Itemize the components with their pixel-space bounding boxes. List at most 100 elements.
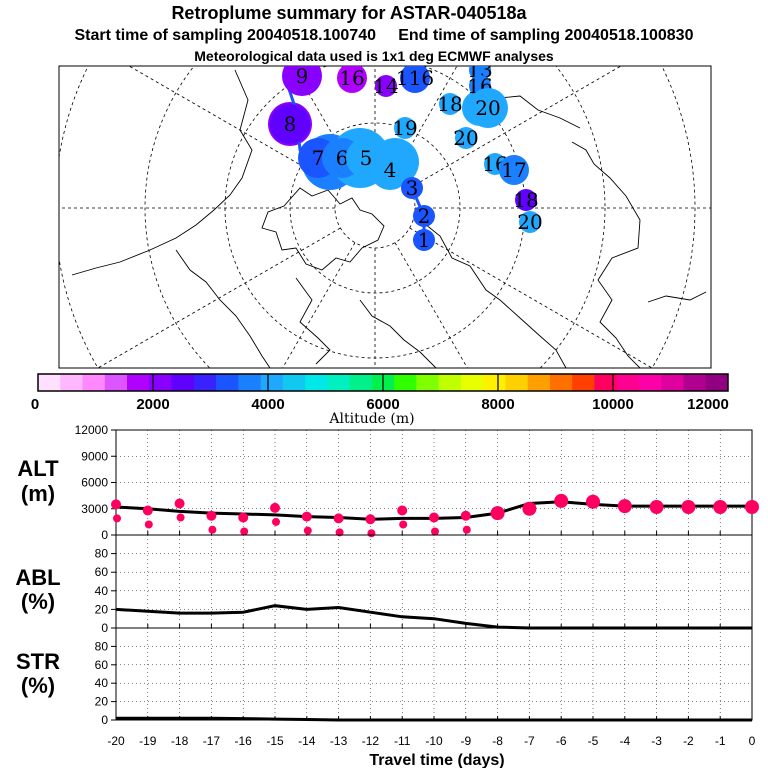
x-tick-label: -9 [460, 734, 471, 748]
y-tick-label: 0 [101, 621, 108, 635]
colorbar-swatch [238, 374, 262, 391]
x-tick-label: -20 [107, 734, 125, 748]
x-tick-label: -8 [492, 734, 503, 748]
alt-sample-dot [113, 514, 121, 523]
meridian-line [409, 66, 622, 189]
alt-sample-dot [429, 512, 439, 523]
colorbar-swatch [127, 374, 150, 391]
x-tick-label: 0 [749, 734, 756, 748]
plume-cluster-label: 20 [475, 96, 500, 120]
plume-cluster-dot [468, 88, 508, 128]
x-tick-label: -16 [235, 734, 253, 748]
y-tick-label: 9000 [81, 449, 108, 463]
plume-cluster-dot [455, 127, 477, 149]
abl-unit: (%) [21, 589, 55, 614]
x-tick-label: -17 [203, 734, 221, 748]
colorbar-swatch [171, 374, 195, 391]
plume-cluster-dot [499, 155, 529, 185]
colorbar-swatch [594, 374, 618, 391]
plume-cluster-dot [439, 93, 461, 115]
meridian-line [128, 66, 341, 189]
alt-sample-dot [176, 513, 185, 522]
colorbar-tick-label: 12000 [687, 396, 729, 413]
alt-sample-dot [365, 514, 376, 525]
plume-cluster-label: 116 [396, 66, 434, 90]
colorbar-label: Altitude (m) [328, 411, 414, 427]
plume-cluster-dot [400, 66, 430, 93]
x-tick-label: -14 [298, 734, 316, 748]
colorbar-swatch [394, 374, 417, 391]
colorbar-tick-label: 4000 [251, 396, 284, 413]
plume-cluster-label: 18 [513, 188, 538, 212]
alt-unit: (m) [21, 481, 55, 506]
colorbar-swatch [260, 374, 284, 391]
alt-sample-dot [301, 511, 312, 522]
colorbar-swatch [483, 374, 506, 391]
colorbar-swatch [416, 374, 440, 391]
plume-cluster-label: 20 [453, 126, 478, 150]
colorbar-swatch [505, 374, 529, 391]
plume-cluster-label: 4 [384, 158, 397, 182]
alt-sample-dot [335, 528, 344, 537]
plume-cluster-label: 1 [418, 228, 431, 252]
y-tick-label: 80 [95, 547, 109, 561]
colorbar-swatch [60, 374, 84, 391]
met-data-note: Meteorological data used is 1x1 deg ECMW… [194, 48, 554, 64]
plume-cluster-dot [401, 177, 423, 199]
plume-cluster-label: 17 [501, 158, 526, 182]
figure-title: Retroplume summary for ASTAR-040518a [171, 3, 527, 23]
y-tick-label: 40 [95, 676, 109, 690]
plume-cluster-label: 16 [339, 66, 364, 90]
plume-cluster-label: 8 [284, 112, 297, 136]
latitude-circle [144, 66, 606, 368]
alt-sample-dot [238, 512, 249, 523]
str-unit: (%) [21, 673, 55, 698]
colorbar-swatch [438, 374, 462, 391]
altitude-colorbar: 0 2000 4000 6000 8000 10000 12000 [31, 373, 729, 413]
plume-cluster-label: 6 [336, 146, 349, 170]
alt-sample-dot [272, 517, 280, 526]
plume-cluster-label: 19 [392, 116, 417, 140]
alt-sample-dot [745, 500, 759, 514]
plume-cluster-dot [413, 229, 435, 251]
plume-cluster-dot [282, 66, 322, 96]
alt-sample-dot [270, 502, 280, 513]
colorbar-swatch [327, 374, 351, 391]
x-tick-label: -19 [139, 734, 157, 748]
alt-sample-dot [142, 505, 153, 516]
x-tick-label: -10 [425, 734, 443, 748]
y-tick-label: 60 [95, 565, 109, 579]
plume-cluster-dot [413, 205, 435, 227]
plume-cluster-label: 7 [312, 146, 325, 170]
y-tick-label: 0 [101, 713, 108, 727]
alt-sample-dot [367, 529, 376, 538]
y-tick-label: 60 [95, 658, 109, 672]
alt-sample-dot [240, 527, 249, 536]
x-tick-label: -1 [715, 734, 726, 748]
colorbar-tick-label: 10000 [592, 396, 634, 413]
time-series-panels: 030006000900012000020406080020406080-20-… [75, 423, 759, 748]
y-tick-label: 80 [95, 639, 109, 653]
panel-labels: ALT (m) ABL (%) STR (%) [15, 456, 60, 698]
plume-cluster-dot [375, 75, 397, 97]
plume-cluster-label: 20 [517, 210, 542, 234]
colorbar-swatch [683, 374, 707, 391]
meridian-line [409, 227, 653, 368]
x-tick-label: -4 [619, 734, 630, 748]
plume-cluster-label: 3 [406, 176, 419, 200]
y-tick-label: 20 [95, 602, 109, 616]
colorbar-swatch [572, 374, 595, 391]
plume-cluster-label: 14 [373, 74, 398, 98]
colorbar-swatch [193, 374, 217, 391]
x-tick-label: -7 [524, 734, 535, 748]
alt-sample-dot [522, 501, 537, 516]
colorbar-swatch [104, 374, 128, 391]
alt-sample-dot [586, 494, 600, 509]
alt-sample-dot [303, 526, 312, 535]
alt-sample-dot [490, 506, 505, 521]
colorbar-swatch [527, 374, 551, 391]
alt-sample-dot [206, 510, 217, 521]
plume-cluster-label: 9 [296, 64, 309, 88]
map-frame [58, 65, 712, 369]
